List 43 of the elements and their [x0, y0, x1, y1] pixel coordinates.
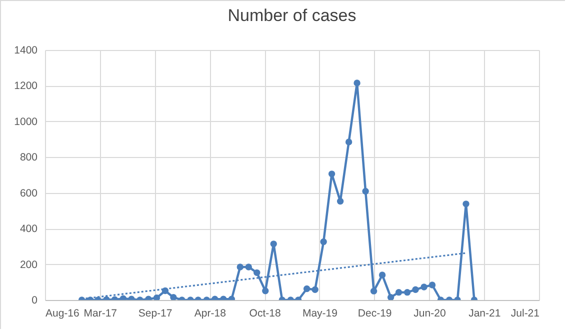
point	[236, 264, 244, 270]
point	[462, 200, 470, 208]
point	[320, 238, 327, 246]
point	[428, 282, 436, 288]
x-tick-label: Oct-18	[249, 308, 281, 320]
point	[262, 288, 269, 294]
x-tick-label: Dec-19	[358, 308, 392, 320]
y-tick-label: 600	[20, 187, 38, 200]
x-tick-label: Sep-17	[138, 308, 172, 320]
point	[303, 285, 310, 292]
point	[387, 294, 394, 300]
point	[378, 272, 386, 278]
y-tick-label: 200	[20, 258, 38, 271]
point	[362, 188, 369, 195]
point	[270, 240, 277, 248]
y-tick-label: 0	[32, 294, 38, 306]
point	[153, 294, 160, 300]
point	[412, 286, 419, 293]
chart-title: Number of cases	[228, 6, 356, 25]
x-tick-label: Jul-21	[510, 308, 540, 320]
y-tick-label: 1000	[14, 116, 38, 128]
point	[336, 198, 344, 205]
x-tick-label: Aug-16	[46, 308, 80, 320]
point	[404, 288, 411, 296]
y-tick-label: 1200	[14, 80, 38, 92]
point	[395, 288, 402, 296]
y-tick-label: 400	[20, 223, 38, 236]
point	[245, 264, 252, 270]
x-tick-label: Apr-18	[194, 308, 226, 320]
y-tick-label: 1400	[14, 44, 38, 56]
point	[345, 138, 352, 146]
x-tick-label: May-19	[302, 308, 338, 320]
x-tick-label: Mar-17	[84, 308, 118, 320]
point	[370, 288, 378, 294]
point	[170, 294, 177, 300]
x-tick-label: Jan-21	[468, 308, 501, 320]
point	[254, 269, 260, 276]
point	[312, 286, 318, 293]
y-tick-label: 800	[20, 152, 38, 164]
point	[354, 80, 360, 86]
point	[420, 284, 428, 290]
point	[328, 170, 336, 178]
x-tick-label: Jun-20	[414, 308, 446, 320]
